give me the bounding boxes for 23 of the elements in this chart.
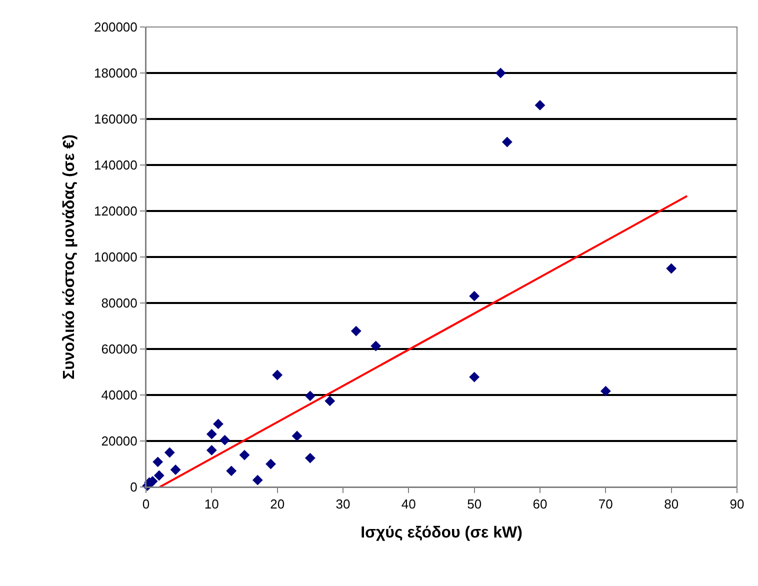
- y-tick-label: 140000: [94, 158, 138, 173]
- x-tick-label: 80: [664, 496, 679, 512]
- x-tick-label: 90: [730, 496, 744, 512]
- x-tick-label: 0: [142, 496, 150, 512]
- y-tick-label: 80000: [101, 296, 138, 311]
- y-tick-label: 180000: [94, 66, 138, 81]
- x-tick-label: 50: [467, 496, 482, 512]
- x-tick-label: 60: [532, 496, 548, 512]
- y-tick-label: 60000: [101, 342, 138, 357]
- y-tick-label: 200000: [94, 20, 138, 35]
- x-axis-title: Ισχύς εξόδου (σε kW): [360, 524, 522, 542]
- y-tick-label: 40000: [101, 388, 138, 403]
- x-tick-label: 10: [204, 496, 219, 512]
- x-tick-label: 20: [270, 496, 285, 512]
- x-tick-label: 70: [598, 496, 613, 512]
- y-tick-label: 120000: [94, 204, 138, 219]
- y-tick-label: 100000: [94, 250, 138, 265]
- y-tick-label: 160000: [94, 112, 138, 127]
- y-tick-label: 20000: [101, 434, 138, 449]
- x-tick-label: 40: [401, 496, 416, 512]
- x-tick-label: 30: [336, 496, 350, 512]
- y-axis-title: Συνολικό κόστος μονάδας (σε €): [60, 134, 78, 380]
- y-tick-label: 0: [130, 480, 138, 495]
